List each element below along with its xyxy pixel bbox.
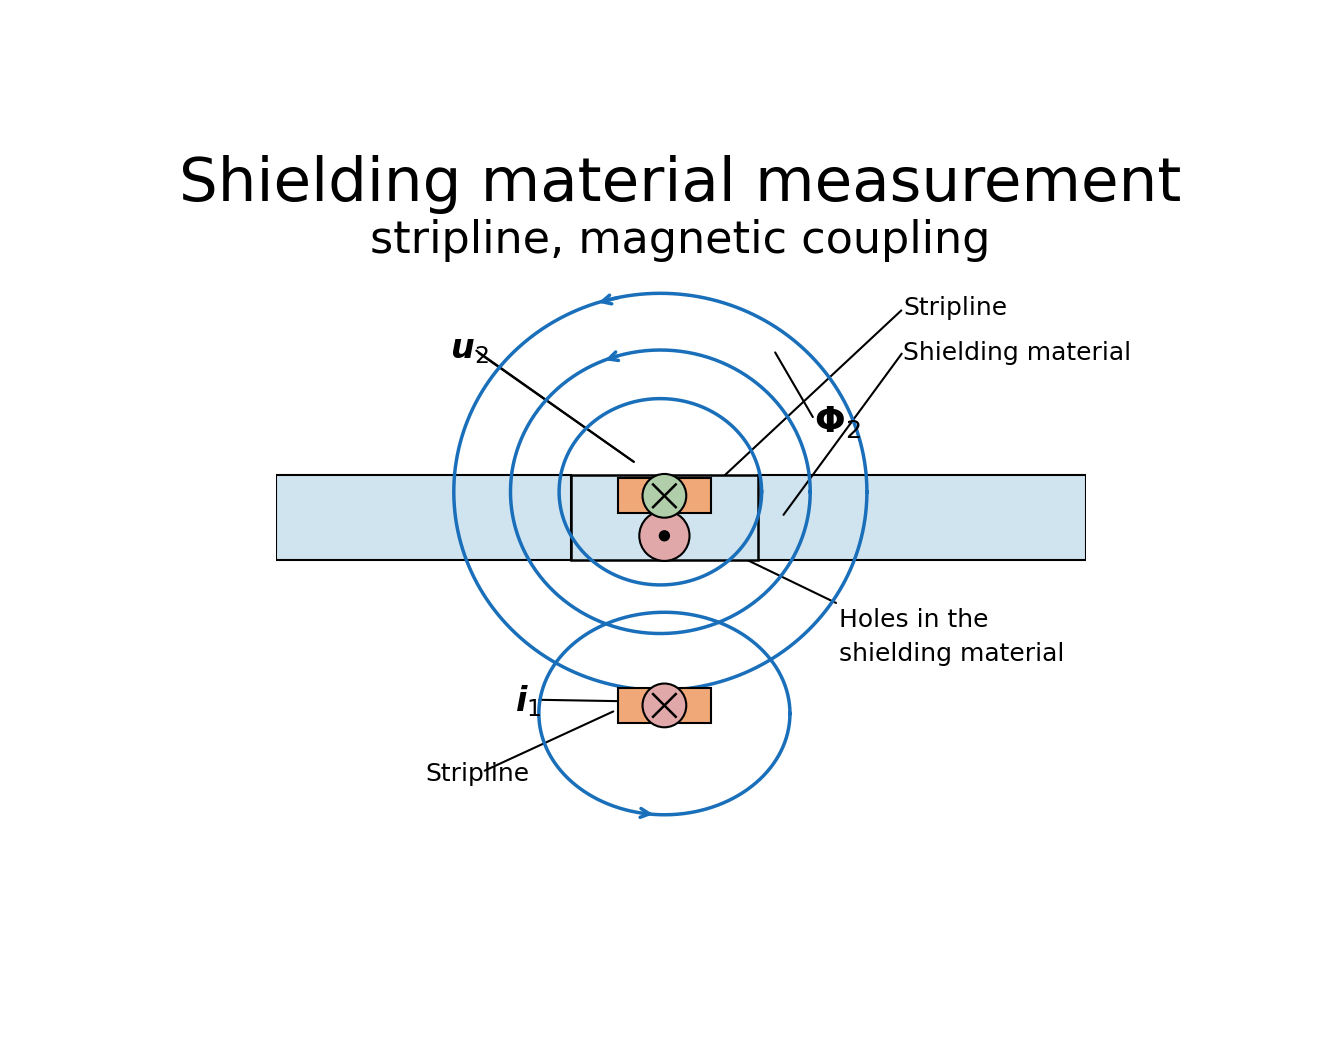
Text: $\boldsymbol{i}_1$: $\boldsymbol{i}_1$ xyxy=(514,684,540,720)
Ellipse shape xyxy=(643,474,687,518)
Bar xyxy=(276,474,571,560)
Text: Shielding material: Shielding material xyxy=(903,341,1131,365)
Ellipse shape xyxy=(639,510,689,561)
Text: $\boldsymbol{u}_2$: $\boldsymbol{u}_2$ xyxy=(450,332,489,365)
Text: Stripline: Stripline xyxy=(425,763,530,786)
Bar xyxy=(618,688,710,723)
Ellipse shape xyxy=(643,684,687,727)
Bar xyxy=(618,479,710,513)
Text: $\mathbf{\Phi}_2$: $\mathbf{\Phi}_2$ xyxy=(814,404,861,440)
Bar xyxy=(757,474,1085,560)
Text: stripline, magnetic coupling: stripline, magnetic coupling xyxy=(371,220,991,262)
Text: Stripline: Stripline xyxy=(903,297,1008,321)
Bar xyxy=(571,474,757,560)
Text: Shielding material measurement: Shielding material measurement xyxy=(179,155,1182,214)
Ellipse shape xyxy=(659,530,671,542)
Text: Holes in the
shielding material: Holes in the shielding material xyxy=(838,608,1064,666)
